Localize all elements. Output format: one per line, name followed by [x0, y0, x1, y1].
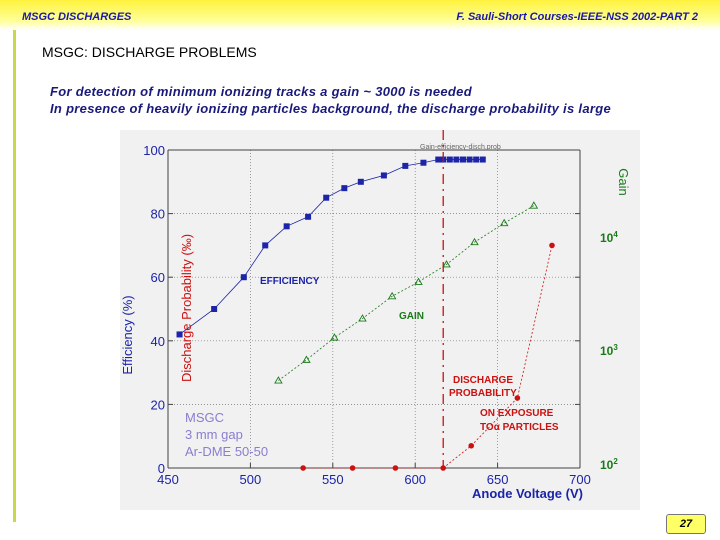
y-axis-label-efficiency: Efficiency (%): [120, 295, 135, 374]
discharge-label-line-2: PROBABILITY: [449, 388, 517, 399]
efficiency-point: [262, 242, 269, 249]
exposure-label-line-2: TOα PARTICLES: [480, 422, 559, 433]
x-tick-label: 550: [322, 472, 344, 487]
efficiency-point: [459, 156, 466, 163]
x-tick-labels: 450 500 550 600 650 700: [157, 472, 591, 487]
chart-svg: Gain-efficiency-disch.prob 450 500 550 600 6…: [120, 130, 631, 501]
series-label-gain: GAIN: [399, 311, 424, 322]
discharge-probability-line: [303, 245, 553, 469]
efficiency-point: [446, 156, 453, 163]
y-tick-label: 100: [143, 143, 165, 158]
efficiency-point: [380, 172, 387, 179]
gain-point: [529, 201, 539, 209]
tick-marks: [167, 149, 581, 469]
header-bar: MSGC DISCHARGES F. Sauli-Short Courses-I…: [0, 0, 720, 30]
x-tick-label: 700: [569, 472, 591, 487]
gain-point: [330, 333, 339, 341]
y-tick-labels: 0 20 40 60 80 100: [143, 143, 165, 476]
efficiency-point: [283, 223, 290, 230]
gain-point: [470, 237, 479, 246]
x-tick-label: 650: [487, 472, 509, 487]
header-left-text: MSGC DISCHARGES: [22, 11, 132, 23]
header-right-text: F. Sauli-Short Courses-IEEE-NSS 2002-PAR…: [456, 11, 698, 23]
efficiency-point: [211, 306, 218, 312]
left-accent-bar: [13, 30, 16, 522]
gain-point: [414, 277, 423, 285]
y-axis-label-discharge: Discharge Probability (‰): [179, 234, 194, 382]
discharge-point: [468, 442, 475, 449]
efficiency-line: [179, 159, 483, 335]
series-label-efficiency: EFFICIENCY: [260, 276, 320, 287]
efficiency-point: [479, 156, 486, 163]
gain-point: [302, 355, 311, 363]
y-tick-label: 40: [151, 334, 165, 349]
x-axis-label: Anode Voltage (V): [472, 486, 583, 501]
efficiency-point: [176, 331, 183, 338]
gain-tick-label-10e4: 104: [600, 230, 618, 245]
y-tick-label: 20: [151, 397, 165, 412]
efficiency-point: [341, 185, 348, 192]
x-tick-label: 450: [157, 472, 179, 487]
gain-point: [274, 376, 283, 384]
efficiency-point: [240, 274, 247, 281]
efficiency-point: [435, 156, 442, 163]
y-tick-label: 60: [151, 270, 165, 285]
efficiency-point: [305, 213, 312, 220]
efficiency-point: [453, 156, 460, 163]
y-axis-label-gain: Gain: [616, 168, 631, 195]
gain-point: [499, 218, 509, 227]
intro-line-1: For detection of minimum ionizing tracks…: [50, 84, 472, 99]
grid: [168, 150, 580, 468]
discharge-point: [392, 465, 399, 471]
slide-title: MSGC: DISCHARGE PROBLEMS: [42, 44, 257, 60]
gain-tick-label-10e2: 102: [600, 457, 618, 472]
chart-panel: Gain-efficiency-disch.prob 450 500 550 600 6…: [120, 130, 640, 510]
efficiency-point: [466, 156, 473, 163]
intro-line-2: In presence of heavily ionizing particle…: [50, 101, 611, 116]
detector-label-line-2: 3 mm gap: [185, 427, 243, 442]
detector-label-line-1: MSGC: [185, 410, 224, 425]
gain-point: [358, 314, 367, 322]
gain-point: [442, 260, 451, 268]
efficiency-point: [323, 194, 330, 201]
gain-point: [387, 291, 397, 300]
efficiency-point: [402, 162, 409, 169]
gain-tick-label-10e3: 103: [600, 343, 618, 358]
y-tick-label: 80: [151, 207, 165, 222]
x-tick-label: 600: [404, 472, 426, 487]
y-tick-label: 0: [158, 461, 165, 476]
discharge-point: [300, 465, 306, 471]
discharge-point: [349, 465, 356, 471]
discharge-label-line-1: DISCHARGE: [453, 375, 513, 386]
gain-line: [278, 205, 535, 381]
exposure-label-line-1: ON EXPOSURE: [480, 408, 554, 419]
discharge-point: [514, 395, 521, 401]
discharge-point: [549, 242, 555, 249]
efficiency-point: [357, 178, 364, 185]
page-number: 27: [666, 514, 706, 534]
detector-label-line-3: Ar-DME 50-50: [185, 444, 268, 459]
efficiency-point: [473, 156, 480, 163]
x-tick-label: 500: [240, 472, 262, 487]
efficiency-point: [420, 159, 427, 166]
file-label: Gain-efficiency-disch.prob: [420, 144, 501, 151]
